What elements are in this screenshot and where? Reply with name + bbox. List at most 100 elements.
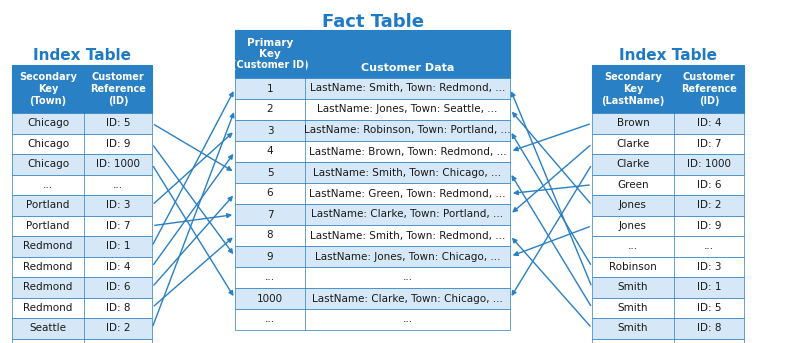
Text: LastName: Jones, Town: Chicago, ...: LastName: Jones, Town: Chicago, ... xyxy=(314,251,500,261)
Bar xyxy=(235,246,510,267)
Text: Fact Table: Fact Table xyxy=(322,13,423,31)
Bar xyxy=(592,318,744,339)
Text: ...: ... xyxy=(43,180,53,190)
Bar xyxy=(235,225,510,246)
Text: ID: 9: ID: 9 xyxy=(697,221,722,231)
Bar xyxy=(592,215,744,236)
Text: Chicago: Chicago xyxy=(27,139,69,149)
Bar xyxy=(235,267,510,288)
Bar xyxy=(235,204,510,225)
Text: ...: ... xyxy=(265,315,275,324)
Text: 8: 8 xyxy=(266,230,274,240)
Bar xyxy=(592,339,744,343)
Text: ID: 5: ID: 5 xyxy=(106,118,130,128)
Text: ID: 4: ID: 4 xyxy=(106,262,130,272)
Bar xyxy=(12,154,152,175)
Text: 9: 9 xyxy=(266,251,274,261)
Text: LastName: Green, Town: Redmond, ...: LastName: Green, Town: Redmond, ... xyxy=(310,189,506,199)
Text: Index Table: Index Table xyxy=(619,48,717,63)
Text: 5: 5 xyxy=(266,167,274,177)
Text: Robinson: Robinson xyxy=(609,262,657,272)
Bar xyxy=(592,257,744,277)
Text: LastName: Clarke, Town: Portland, ...: LastName: Clarke, Town: Portland, ... xyxy=(311,210,503,220)
Text: 6: 6 xyxy=(266,189,274,199)
Bar xyxy=(12,133,152,154)
Text: ID: 3: ID: 3 xyxy=(106,200,130,210)
Text: Primary: Primary xyxy=(247,38,293,48)
Text: ID: 6: ID: 6 xyxy=(697,180,722,190)
Text: ID: 3: ID: 3 xyxy=(697,262,722,272)
Text: LastName: Smith, Town: Chicago, ...: LastName: Smith, Town: Chicago, ... xyxy=(314,167,502,177)
Text: Portland: Portland xyxy=(26,221,70,231)
Text: ID: 7: ID: 7 xyxy=(106,221,130,231)
Text: ID: 9: ID: 9 xyxy=(106,139,130,149)
Text: Clarke: Clarke xyxy=(616,159,650,169)
Text: LastName: Smith, Town: Redmond, ...: LastName: Smith, Town: Redmond, ... xyxy=(310,230,505,240)
Text: Secondary
Key
(Town): Secondary Key (Town) xyxy=(19,72,77,106)
Text: ID: 6: ID: 6 xyxy=(106,282,130,292)
Text: ...: ... xyxy=(628,241,638,251)
Text: ID: 8: ID: 8 xyxy=(106,303,130,313)
Text: ID: 1000: ID: 1000 xyxy=(96,159,140,169)
Text: LastName: Smith, Town: Redmond, ...: LastName: Smith, Town: Redmond, ... xyxy=(310,83,505,94)
Bar xyxy=(592,154,744,175)
Text: Portland: Portland xyxy=(26,200,70,210)
Text: 1000: 1000 xyxy=(257,294,283,304)
Text: Clarke: Clarke xyxy=(616,139,650,149)
Text: LastName: Robinson, Town: Portland, ...: LastName: Robinson, Town: Portland, ... xyxy=(304,126,511,135)
Text: (Customer ID): (Customer ID) xyxy=(232,60,308,70)
Bar xyxy=(592,297,744,318)
Text: Key: Key xyxy=(259,49,281,59)
Text: ...: ... xyxy=(113,180,123,190)
Text: ...: ... xyxy=(704,241,714,251)
Bar xyxy=(235,99,510,120)
Bar xyxy=(592,277,744,297)
Bar xyxy=(12,297,152,318)
Text: Customer
Reference
(ID): Customer Reference (ID) xyxy=(681,72,737,106)
Text: ID: 8: ID: 8 xyxy=(697,323,722,333)
Text: Redmond: Redmond xyxy=(23,282,73,292)
Bar xyxy=(235,141,510,162)
Text: Customer Data: Customer Data xyxy=(361,63,454,73)
Text: Brown: Brown xyxy=(617,118,650,128)
Bar xyxy=(235,120,510,141)
Text: 7: 7 xyxy=(266,210,274,220)
Text: LastName: Brown, Town: Redmond, ...: LastName: Brown, Town: Redmond, ... xyxy=(309,146,506,156)
Bar xyxy=(592,133,744,154)
Bar xyxy=(12,236,152,257)
Text: Smith: Smith xyxy=(618,282,648,292)
Text: Chicago: Chicago xyxy=(27,159,69,169)
Text: Chicago: Chicago xyxy=(27,118,69,128)
Text: Secondary
Key
(LastName): Secondary Key (LastName) xyxy=(602,72,665,106)
Text: Smith: Smith xyxy=(618,323,648,333)
Text: ID: 1: ID: 1 xyxy=(697,282,722,292)
Bar xyxy=(592,195,744,215)
Bar xyxy=(12,339,152,343)
Text: ID: 5: ID: 5 xyxy=(697,303,722,313)
Text: Jones: Jones xyxy=(619,221,647,231)
Text: 1: 1 xyxy=(266,83,274,94)
Bar xyxy=(12,318,152,339)
Bar xyxy=(235,288,510,309)
Bar xyxy=(12,257,152,277)
Text: Redmond: Redmond xyxy=(23,262,73,272)
Text: ID: 7: ID: 7 xyxy=(697,139,722,149)
Text: Seattle: Seattle xyxy=(30,323,66,333)
Bar xyxy=(12,195,152,215)
Text: ...: ... xyxy=(402,272,413,283)
Text: 4: 4 xyxy=(266,146,274,156)
Bar xyxy=(235,309,510,330)
Text: 2: 2 xyxy=(266,105,274,115)
Bar xyxy=(12,113,152,133)
Bar xyxy=(235,78,510,99)
Bar xyxy=(12,175,152,195)
Text: ...: ... xyxy=(402,315,413,324)
Bar xyxy=(12,215,152,236)
Bar xyxy=(12,277,152,297)
Text: Redmond: Redmond xyxy=(23,303,73,313)
Text: ID: 4: ID: 4 xyxy=(697,118,722,128)
Text: 3: 3 xyxy=(266,126,274,135)
Bar xyxy=(235,162,510,183)
Text: Redmond: Redmond xyxy=(23,241,73,251)
Bar xyxy=(592,113,744,133)
